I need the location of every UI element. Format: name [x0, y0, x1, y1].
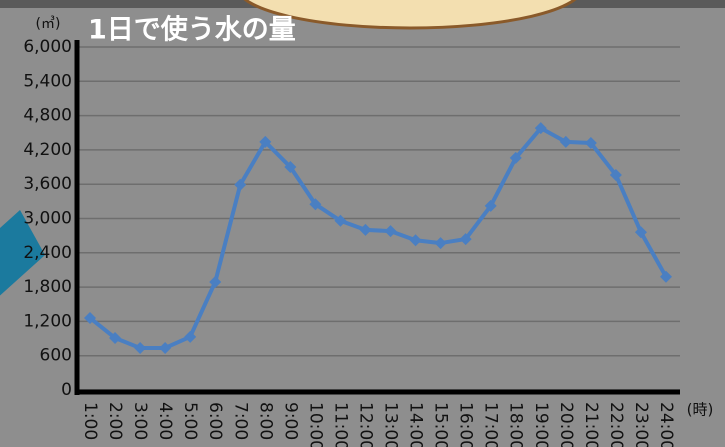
marker	[84, 311, 96, 324]
x-tick-label: 8:00	[255, 402, 275, 440]
y-tick-label: 1,800	[23, 277, 72, 297]
x-tick-label: 11:00	[330, 402, 350, 447]
marker	[634, 226, 647, 239]
x-tick-label: 23:00	[631, 402, 651, 447]
marker	[434, 237, 447, 250]
y-unit: (㎥)	[36, 16, 61, 32]
marker	[609, 169, 622, 182]
marker	[584, 137, 597, 150]
y-tick-label: 4,200	[23, 140, 72, 160]
x-tick-label: 16:00	[456, 402, 476, 447]
marker	[259, 135, 272, 148]
marker	[159, 341, 172, 354]
x-tick-label: 12:00	[355, 402, 375, 447]
x-tick-label: 6:00	[205, 402, 225, 440]
y-tick-label: 5,400	[23, 71, 72, 91]
marker	[109, 331, 122, 344]
x-tick-label: 15:00	[431, 402, 451, 447]
y-tick-label: 4,800	[23, 106, 72, 126]
decoration	[243, 0, 577, 30]
marker	[134, 341, 147, 354]
x-tick-label: 22:00	[606, 402, 626, 447]
marker	[484, 199, 497, 212]
y-tick-label: 3,000	[23, 209, 72, 229]
x-tick-label: 21:00	[581, 402, 601, 447]
x-tick-label: 24:00	[656, 402, 676, 447]
y-tick-label: 0	[61, 380, 72, 400]
marker	[309, 198, 322, 211]
chart-title: 1日で使う水の量	[88, 15, 296, 46]
marker	[660, 270, 672, 283]
marker	[459, 233, 472, 246]
x-tick-label: 2:00	[105, 402, 125, 440]
x-tick-label: 17:00	[481, 402, 501, 447]
x-tick-label: 4:00	[155, 402, 175, 440]
marker	[509, 151, 522, 164]
x-tick-label: 7:00	[230, 402, 250, 440]
x-tick-label: 3:00	[130, 402, 150, 440]
marker	[284, 161, 297, 174]
x-tick-label: 9:00	[280, 402, 300, 440]
decoration	[0, 210, 45, 296]
marker	[209, 275, 222, 288]
y-tick-label: 2,400	[23, 243, 72, 263]
x-tick-label: 13:00	[381, 402, 401, 447]
x-tick-label: 1:00	[80, 402, 100, 440]
marker	[534, 122, 547, 135]
marker	[384, 225, 397, 238]
x-tick-label: 5:00	[180, 402, 200, 440]
y-tick-label: 3,600	[23, 174, 72, 194]
y-tick-label: 600	[40, 346, 72, 366]
x-tick-label: 19:00	[531, 402, 551, 447]
x-tick-label: 14:00	[406, 402, 426, 447]
x-tick-label: 20:00	[556, 402, 576, 447]
x-tick-label: 18:00	[506, 402, 526, 447]
marker	[359, 223, 372, 236]
marker	[559, 135, 572, 148]
y-tick-label: 1,200	[23, 311, 72, 331]
marker	[184, 330, 197, 343]
marker	[234, 178, 247, 191]
marker	[409, 234, 422, 247]
x-tick-label: 10:00	[305, 402, 325, 447]
x-unit: (時)	[687, 401, 714, 419]
y-tick-label: 6,000	[23, 37, 72, 57]
marker	[334, 214, 347, 227]
